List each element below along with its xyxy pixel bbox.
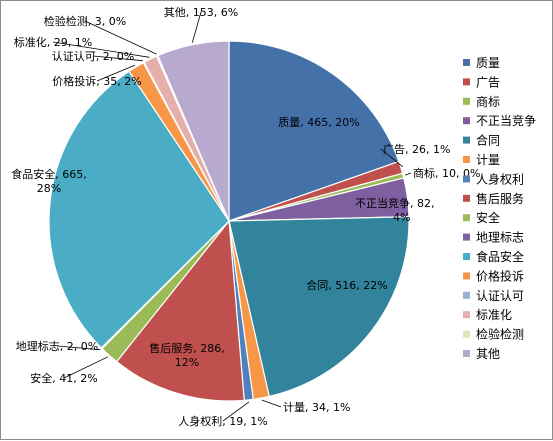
data-label-1: 广告, 26, 1%: [383, 143, 450, 156]
data-label-2: 商标, 10, 0%: [413, 166, 480, 180]
legend-swatch-1: [463, 78, 470, 86]
data-label-6: 人身权利, 19, 1%: [178, 414, 267, 428]
legend-swatch-15: [463, 350, 470, 357]
leader-line-5: [261, 399, 282, 408]
data-label-13: 标准化, 29, 1%: [14, 35, 92, 49]
data-label-15: 其他, 153, 6%: [164, 6, 238, 19]
legend-entry-7: 售后服务: [476, 191, 524, 206]
legend-entry-2: 商标: [476, 94, 500, 109]
leader-line-6: [222, 401, 250, 422]
slice-15: [157, 40, 230, 222]
data-label-8: 安全, 41, 2%: [30, 371, 97, 385]
legend-swatch-0: [463, 59, 470, 66]
slice-10: [48, 70, 230, 349]
legend-entry-11: 价格投诉: [476, 268, 524, 283]
data-label-3: 不正当竞争, 82, 4%: [355, 196, 435, 224]
legend-entry-13: 标准化: [476, 308, 512, 322]
data-label-9: 地理标志, 2, 0%: [16, 339, 98, 353]
leader-line-15: [191, 11, 202, 43]
data-label-5: 计量, 34, 1%: [283, 401, 350, 414]
leader-line-12: [92, 55, 143, 62]
leader-line-11: [96, 64, 136, 82]
legend-swatch-12: [463, 291, 470, 299]
pie-slices: [48, 40, 410, 402]
legend-entry-15: 其他: [476, 347, 500, 361]
legend-entry-9: 地理标志: [476, 231, 524, 245]
legend-swatch-13: [463, 311, 470, 319]
legend-entry-8: 安全: [476, 210, 500, 225]
data-label-7: 售后服务, 286, 12%: [149, 341, 225, 369]
legend-swatch-3: [463, 117, 470, 125]
legend-swatch-4: [463, 136, 470, 144]
legend: 质量广告商标不正当竞争合同计量人身权利售后服务安全地理标志食品安全价格投诉认证认…: [463, 56, 536, 361]
data-label-14: 检验检测, 3, 0%: [44, 14, 126, 28]
slice-7: [115, 219, 245, 402]
leader-line-9: [56, 345, 101, 351]
legend-entry-3: 不正当竞争: [476, 114, 536, 128]
legend-swatch-2: [463, 97, 470, 105]
legend-entry-6: 人身权利: [476, 171, 524, 186]
legend-entry-4: 合同: [476, 133, 500, 148]
leader-line-14: [84, 20, 157, 55]
data-label-0: 质量, 465, 20%: [278, 116, 359, 129]
legend-entry-10: 食品安全: [476, 249, 524, 264]
data-label-11: 价格投诉, 35, 2%: [52, 74, 141, 88]
data-label-10: 食品安全, 665, 28%: [11, 167, 87, 195]
data-label-12: 认证认可, 2, 0%: [52, 50, 134, 63]
legend-entry-5: 计量: [476, 153, 500, 167]
legend-swatch-6: [463, 175, 470, 183]
leader-line-8: [63, 356, 109, 379]
slice-4: [228, 216, 410, 398]
leader-lines: [52, 11, 412, 422]
data-label-4: 合同, 516, 22%: [306, 278, 387, 292]
legend-swatch-7: [463, 194, 470, 202]
legend-swatch-8: [463, 214, 470, 222]
legend-swatch-14: [463, 330, 470, 338]
legend-entry-14: 检验检测: [476, 327, 524, 342]
legend-entry-1: 广告: [476, 75, 500, 89]
leader-line-1: [380, 148, 403, 168]
legend-swatch-11: [463, 272, 470, 280]
data-labels: 质量, 465, 20% 广告, 26, 1% 商标, 10, 0% 不正当竞争, 8…: [11, 6, 480, 428]
legend-entry-0: 质量: [476, 56, 500, 70]
leader-line-2: [404, 172, 412, 176]
legend-swatch-5: [463, 156, 470, 163]
legend-swatch-9: [463, 233, 470, 241]
legend-entry-12: 认证认可: [476, 289, 524, 303]
legend-swatch-10: [463, 253, 470, 260]
leader-line-13: [52, 41, 150, 58]
